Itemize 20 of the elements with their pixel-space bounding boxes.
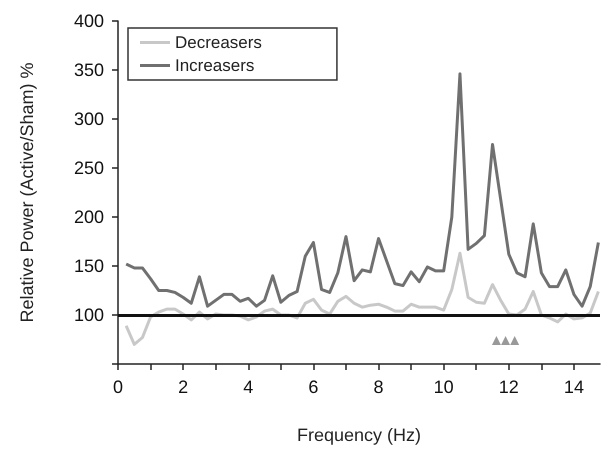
x-tick-label: 6 xyxy=(308,377,318,397)
line-series xyxy=(124,72,600,308)
y-tick-label: 200 xyxy=(74,207,104,227)
x-tick-label: 4 xyxy=(243,377,254,397)
x-tick-label: 2 xyxy=(178,377,188,397)
y-tick-label: 250 xyxy=(74,158,104,178)
legend-label: Decreasers xyxy=(175,33,262,52)
y-tick-label: 400 xyxy=(74,11,104,31)
y-tick-label: 100 xyxy=(74,305,104,325)
x-tick-label: 10 xyxy=(434,377,454,397)
x-tick-label: 0 xyxy=(112,377,124,397)
x-tick-label: 14 xyxy=(564,377,584,397)
x-tick-label: 8 xyxy=(374,377,384,397)
x-tick-label: 12 xyxy=(498,377,519,397)
y-tick-label: 350 xyxy=(74,60,104,80)
y-axis-title: Relative Power (Active/Sham) % xyxy=(17,62,37,323)
legend-label: Increasers xyxy=(175,56,254,75)
y-tick-label: 300 xyxy=(74,109,104,129)
y-tick-label: 150 xyxy=(74,256,104,276)
x-axis-title: Frequency (Hz) xyxy=(296,425,422,445)
